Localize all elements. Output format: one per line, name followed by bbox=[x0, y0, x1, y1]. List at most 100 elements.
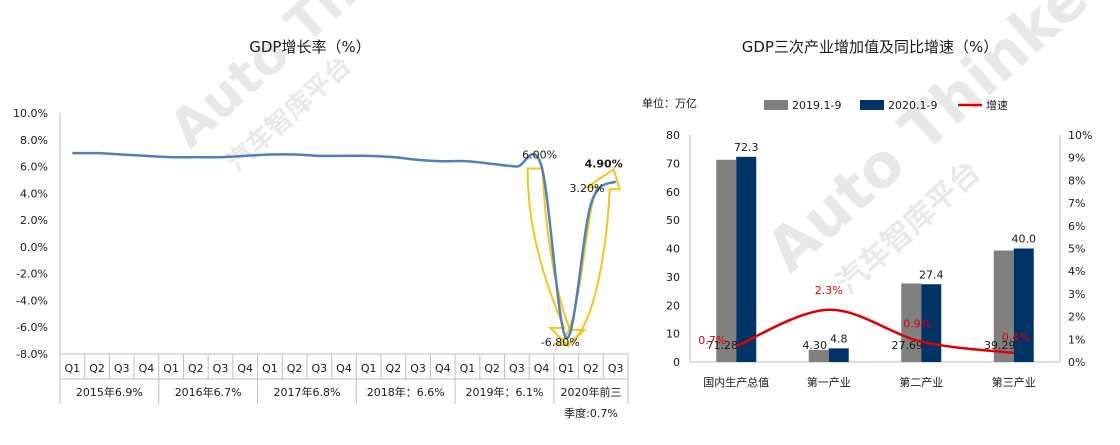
category-label: 第二产业 bbox=[899, 375, 943, 389]
year-label: 2017年6.8% bbox=[273, 385, 340, 399]
bar bbox=[901, 283, 922, 362]
bar bbox=[808, 349, 829, 362]
data-label: 3.20% bbox=[569, 182, 604, 195]
quarter-label: Q4 bbox=[237, 362, 253, 375]
legend-label: 2020.1-9 bbox=[888, 99, 937, 112]
legend-label: 增速 bbox=[986, 98, 1008, 112]
growth-label: 0.4% bbox=[1002, 331, 1030, 344]
quarter-label: Q1 bbox=[361, 362, 377, 375]
y2-tick-label: 9% bbox=[1068, 152, 1085, 165]
bar-label-2020: 40.0 bbox=[1012, 233, 1037, 246]
y-tick-label: -8.0% bbox=[16, 348, 48, 361]
y-tick-label: 20 bbox=[666, 299, 680, 312]
y2-tick-label: 5% bbox=[1068, 243, 1085, 256]
quarter-label: Q1 bbox=[262, 362, 278, 375]
category-label: 国内生产总值 bbox=[703, 375, 769, 389]
bar-label-2019: 71.28 bbox=[707, 339, 739, 352]
decline-arrow bbox=[526, 167, 587, 348]
y-tick-label: 2.0% bbox=[20, 214, 48, 227]
industry-value-chart: GDP三次产业增加值及同比增速（%） 单位：万亿 Auto Thinker 汽车智… bbox=[640, 0, 1120, 441]
y-tick-label: 30 bbox=[666, 271, 680, 284]
y-tick-label: -4.0% bbox=[16, 294, 48, 307]
growth-label: 0.9% bbox=[903, 318, 931, 331]
y-tick-label: 80 bbox=[666, 129, 680, 142]
growth-label: 0.7% bbox=[698, 334, 726, 347]
quarter-label: Q3 bbox=[608, 362, 624, 375]
quarter-label: Q3 bbox=[311, 362, 327, 375]
y2-tick-label: 4% bbox=[1068, 265, 1085, 278]
growth-line bbox=[735, 308, 1014, 355]
quarter-label: Q2 bbox=[583, 362, 599, 375]
y-tick-label: 40 bbox=[666, 243, 680, 256]
bar-label-2019: 4.30 bbox=[803, 339, 828, 352]
bar bbox=[828, 348, 849, 362]
y2-tick-label: 2% bbox=[1068, 311, 1085, 324]
legend-swatch bbox=[764, 100, 788, 110]
growth-label: 2.3% bbox=[815, 284, 843, 297]
quarter-label: Q1 bbox=[65, 362, 81, 375]
y2-tick-label: 6% bbox=[1068, 220, 1085, 233]
year-label: 2019年：6.1% bbox=[466, 385, 544, 399]
gdp-growth-line bbox=[72, 151, 617, 340]
gdp-growth-svg: GDP增长率（%） Auto Thinker汽车智库平台10.0%8.0%6.0… bbox=[13, 0, 629, 420]
bar-label-2019: 39.29 bbox=[984, 339, 1016, 352]
quarter-label: Q3 bbox=[114, 362, 130, 375]
year-label: 2020年前三 bbox=[560, 385, 621, 399]
bar bbox=[993, 250, 1014, 362]
bar-label-2020: 27.4 bbox=[919, 268, 944, 281]
quarter-label: Q3 bbox=[509, 362, 525, 375]
quarter-label: Q2 bbox=[386, 362, 402, 375]
legend: 2019.1-9 2020.1-9 增速 bbox=[764, 98, 1008, 112]
y-tick-label: -2.0% bbox=[16, 268, 48, 281]
quarter-label: Q2 bbox=[89, 362, 105, 375]
category-label: 第一产业 bbox=[807, 375, 851, 389]
y2-tick-label: 10% bbox=[1068, 129, 1092, 142]
bar-label-2019: 27.69 bbox=[892, 339, 924, 352]
recovery-arrow bbox=[553, 167, 621, 347]
y-tick-label: 4.0% bbox=[20, 187, 48, 200]
year-label: 2015年6.9% bbox=[76, 385, 143, 399]
y2-tick-label: 3% bbox=[1068, 288, 1085, 301]
y-tick-label: 10 bbox=[666, 328, 680, 341]
category-label: 第三产业 bbox=[992, 375, 1036, 389]
y2-tick-label: 8% bbox=[1068, 174, 1085, 187]
bar bbox=[1013, 248, 1034, 362]
quarter-label: Q4 bbox=[336, 362, 352, 375]
data-label: -6.80% bbox=[541, 336, 580, 349]
y-tick-label: 50 bbox=[666, 214, 680, 227]
data-label: 6.00% bbox=[522, 149, 557, 162]
y-tick-label: 0.0% bbox=[20, 241, 48, 254]
bar-label-2020: 72.3 bbox=[734, 141, 759, 154]
y2-tick-label: 7% bbox=[1068, 197, 1085, 210]
y-tick-label: 6.0% bbox=[20, 161, 48, 174]
year-label-line2: 季度:0.7% bbox=[564, 406, 618, 420]
legend-label: 2019.1-9 bbox=[792, 99, 841, 112]
y-tick-label: 70 bbox=[666, 157, 680, 170]
quarter-label: Q2 bbox=[484, 362, 500, 375]
y-tick-label: -6.0% bbox=[16, 321, 48, 334]
y-tick-label: 8.0% bbox=[20, 134, 48, 147]
data-label: 4.90% bbox=[585, 157, 623, 170]
quarter-label: Q1 bbox=[163, 362, 179, 375]
year-label: 2016年6.7% bbox=[175, 385, 242, 399]
quarter-label: Q3 bbox=[410, 362, 426, 375]
quarter-label: Q3 bbox=[213, 362, 229, 375]
gdp-growth-chart: GDP增长率（%） Auto Thinker 汽车智库平台 10.0% 8.0% 6.0… bbox=[13, 0, 629, 420]
industry-value-title: GDP三次产业增加值及同比增速（%） bbox=[742, 38, 998, 56]
y-tick-label: 0 bbox=[673, 356, 680, 369]
legend-swatch bbox=[860, 100, 884, 110]
year-label: 2018年：6.6% bbox=[367, 385, 445, 399]
quarter-label: Q1 bbox=[558, 362, 574, 375]
quarter-label: Q4 bbox=[435, 362, 451, 375]
quarter-label: Q2 bbox=[287, 362, 303, 375]
quarter-label: Q1 bbox=[460, 362, 476, 375]
bar bbox=[716, 159, 737, 362]
bar-label-2020: 4.8 bbox=[830, 332, 848, 345]
y2-tick-label: 0% bbox=[1068, 356, 1085, 369]
bar bbox=[736, 156, 757, 362]
y-tick-label: 60 bbox=[666, 186, 680, 199]
y2-tick-label: 1% bbox=[1068, 333, 1085, 346]
y-tick-label: 10.0% bbox=[13, 107, 48, 120]
gdp-growth-title: GDP增长率（%） bbox=[249, 38, 370, 56]
quarter-label: Q2 bbox=[188, 362, 204, 375]
